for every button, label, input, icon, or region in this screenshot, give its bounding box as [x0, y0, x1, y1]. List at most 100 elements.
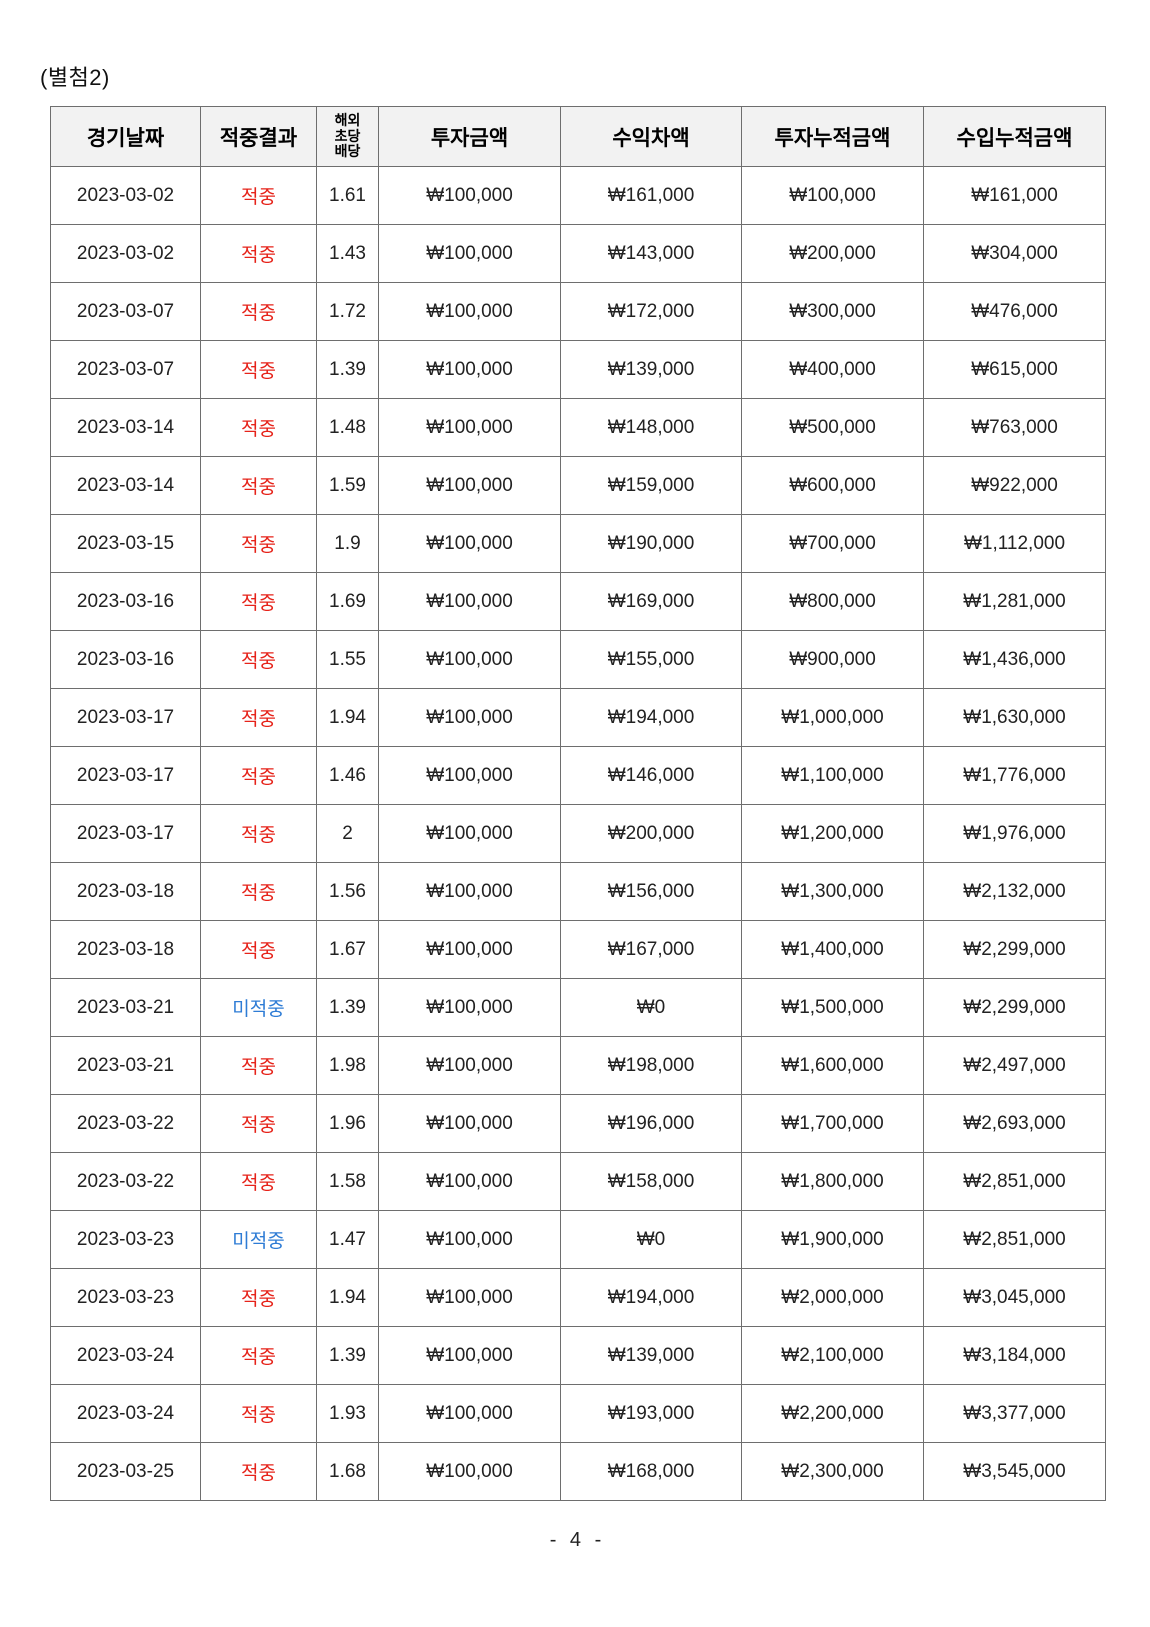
cell-game-date: 2023-03-07 [50, 282, 201, 341]
cell-hit-result: 적중 [200, 224, 317, 283]
cell-overseas-odds: 1.58 [316, 1152, 379, 1211]
cell-overseas-odds: 1.68 [316, 1442, 379, 1501]
cell-cumulative-investment: ₩900,000 [741, 630, 924, 689]
cell-overseas-odds: 1.61 [316, 166, 379, 225]
cell-profit: ₩161,000 [560, 166, 742, 225]
column-header-cumulative-investment: 투자누적금액 [741, 106, 924, 167]
cell-profit: ₩193,000 [560, 1384, 742, 1443]
table-row: 2023-03-17 적중 1.94 ₩100,000 ₩194,000 ₩1,… [50, 688, 1106, 747]
cell-hit-result: 적중 [200, 1152, 317, 1211]
cell-cumulative-investment: ₩300,000 [741, 282, 924, 341]
cell-overseas-odds: 1.94 [316, 688, 379, 747]
column-header-investment: 투자금액 [378, 106, 561, 167]
cell-cumulative-investment: ₩2,200,000 [741, 1384, 924, 1443]
cell-hit-result: 적중 [200, 920, 317, 979]
cell-cumulative-investment: ₩1,500,000 [741, 978, 924, 1037]
cell-game-date: 2023-03-17 [50, 804, 201, 863]
column-header-game-date: 경기날짜 [50, 106, 201, 167]
table-row: 2023-03-22 적중 1.58 ₩100,000 ₩158,000 ₩1,… [50, 1152, 1106, 1211]
table-row: 2023-03-02 적중 1.43 ₩100,000 ₩143,000 ₩20… [50, 224, 1106, 283]
column-header-profit: 수익차액 [560, 106, 742, 167]
cell-game-date: 2023-03-17 [50, 746, 201, 805]
cell-cumulative-income: ₩1,281,000 [923, 572, 1106, 631]
cell-overseas-odds: 1.48 [316, 398, 379, 457]
cell-overseas-odds: 1.69 [316, 572, 379, 631]
cell-cumulative-investment: ₩400,000 [741, 340, 924, 399]
cell-overseas-odds: 1.56 [316, 862, 379, 921]
column-header-hit-result: 적중결과 [200, 106, 317, 167]
cell-overseas-odds: 1.96 [316, 1094, 379, 1153]
cell-cumulative-investment: ₩100,000 [741, 166, 924, 225]
cell-profit: ₩155,000 [560, 630, 742, 689]
cell-overseas-odds: 1.59 [316, 456, 379, 515]
cell-cumulative-income: ₩1,112,000 [923, 514, 1106, 573]
cell-investment: ₩100,000 [378, 862, 561, 921]
page-number: - 4 - [549, 1529, 606, 1551]
cell-investment: ₩100,000 [378, 456, 561, 515]
table-row: 2023-03-21 적중 1.98 ₩100,000 ₩198,000 ₩1,… [50, 1036, 1106, 1095]
table-row: 2023-03-18 적중 1.67 ₩100,000 ₩167,000 ₩1,… [50, 920, 1106, 979]
cell-cumulative-investment: ₩2,000,000 [741, 1268, 924, 1327]
table-row: 2023-03-24 적중 1.93 ₩100,000 ₩193,000 ₩2,… [50, 1384, 1106, 1443]
table-row: 2023-03-07 적중 1.39 ₩100,000 ₩139,000 ₩40… [50, 340, 1106, 399]
cell-cumulative-income: ₩3,184,000 [923, 1326, 1106, 1385]
cell-hit-result: 적중 [200, 688, 317, 747]
cell-overseas-odds: 1.94 [316, 1268, 379, 1327]
cell-game-date: 2023-03-18 [50, 920, 201, 979]
cell-investment: ₩100,000 [378, 630, 561, 689]
cell-profit: ₩169,000 [560, 572, 742, 631]
cell-investment: ₩100,000 [378, 572, 561, 631]
cell-hit-result: 적중 [200, 1036, 317, 1095]
cell-cumulative-income: ₩1,630,000 [923, 688, 1106, 747]
table-row: 2023-03-16 적중 1.69 ₩100,000 ₩169,000 ₩80… [50, 572, 1106, 631]
cell-investment: ₩100,000 [378, 1210, 561, 1269]
cell-game-date: 2023-03-23 [50, 1210, 201, 1269]
table-row: 2023-03-17 적중 2 ₩100,000 ₩200,000 ₩1,200… [50, 804, 1106, 863]
cell-game-date: 2023-03-16 [50, 630, 201, 689]
cell-cumulative-investment: ₩700,000 [741, 514, 924, 573]
cell-investment: ₩100,000 [378, 1326, 561, 1385]
cell-cumulative-income: ₩1,976,000 [923, 804, 1106, 863]
cell-game-date: 2023-03-18 [50, 862, 201, 921]
cell-hit-result: 적중 [200, 398, 317, 457]
cell-cumulative-income: ₩3,045,000 [923, 1268, 1106, 1327]
table-row: 2023-03-23 적중 1.94 ₩100,000 ₩194,000 ₩2,… [50, 1268, 1106, 1327]
cell-cumulative-investment: ₩1,600,000 [741, 1036, 924, 1095]
cell-overseas-odds: 1.47 [316, 1210, 379, 1269]
cell-profit: ₩198,000 [560, 1036, 742, 1095]
cell-hit-result: 적중 [200, 862, 317, 921]
cell-cumulative-investment: ₩600,000 [741, 456, 924, 515]
cell-game-date: 2023-03-17 [50, 688, 201, 747]
table-row: 2023-03-17 적중 1.46 ₩100,000 ₩146,000 ₩1,… [50, 746, 1106, 805]
cell-overseas-odds: 1.39 [316, 340, 379, 399]
table-header-row: 경기날짜 적중결과 해외 초당 배당 투자금액 수익차액 투자누적금액 수입누적… [50, 106, 1106, 167]
cell-cumulative-income: ₩2,497,000 [923, 1036, 1106, 1095]
cell-profit: ₩159,000 [560, 456, 742, 515]
cell-overseas-odds: 1.93 [316, 1384, 379, 1443]
table-row: 2023-03-22 적중 1.96 ₩100,000 ₩196,000 ₩1,… [50, 1094, 1106, 1153]
column-header-overseas-odds: 해외 초당 배당 [316, 106, 379, 167]
table-row: 2023-03-07 적중 1.72 ₩100,000 ₩172,000 ₩30… [50, 282, 1106, 341]
table-row: 2023-03-23 미적중 1.47 ₩100,000 ₩0 ₩1,900,0… [50, 1210, 1106, 1269]
table-body: 2023-03-02 적중 1.61 ₩100,000 ₩161,000 ₩10… [50, 166, 1106, 1501]
cell-cumulative-income: ₩304,000 [923, 224, 1106, 283]
attachment-label: (별첨2) [40, 65, 110, 90]
cell-game-date: 2023-03-24 [50, 1384, 201, 1443]
table-row: 2023-03-16 적중 1.55 ₩100,000 ₩155,000 ₩90… [50, 630, 1106, 689]
cell-cumulative-income: ₩1,436,000 [923, 630, 1106, 689]
cell-profit: ₩158,000 [560, 1152, 742, 1211]
cell-cumulative-income: ₩3,377,000 [923, 1384, 1106, 1443]
cell-investment: ₩100,000 [378, 978, 561, 1037]
cell-cumulative-income: ₩2,132,000 [923, 862, 1106, 921]
cell-profit: ₩167,000 [560, 920, 742, 979]
cell-cumulative-investment: ₩2,100,000 [741, 1326, 924, 1385]
cell-game-date: 2023-03-14 [50, 398, 201, 457]
cell-game-date: 2023-03-22 [50, 1152, 201, 1211]
cell-cumulative-income: ₩2,693,000 [923, 1094, 1106, 1153]
cell-game-date: 2023-03-23 [50, 1268, 201, 1327]
cell-investment: ₩100,000 [378, 340, 561, 399]
cell-investment: ₩100,000 [378, 688, 561, 747]
cell-hit-result: 적중 [200, 282, 317, 341]
cell-profit: ₩139,000 [560, 340, 742, 399]
